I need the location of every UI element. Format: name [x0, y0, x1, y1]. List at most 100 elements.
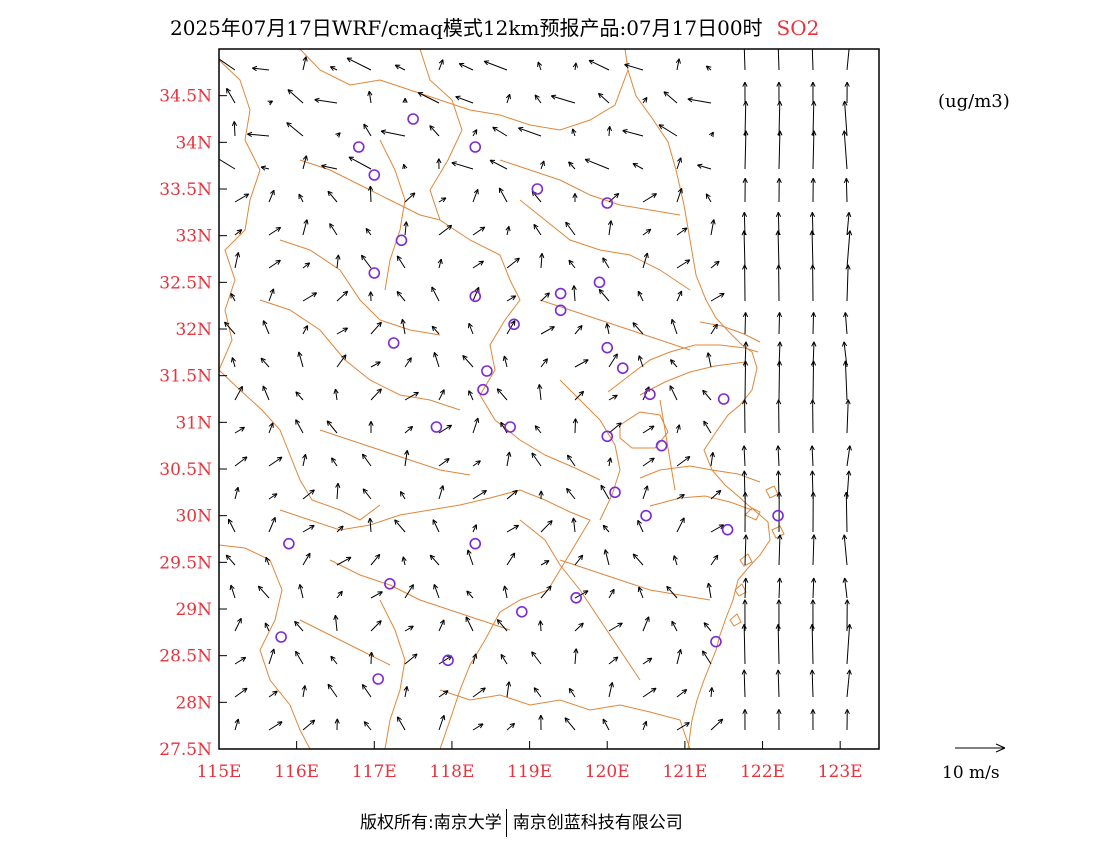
- wind-arrow: [709, 452, 715, 467]
- copyright: 版权所有:南京大学 南京创蓝科技有限公司: [360, 808, 683, 837]
- station-marker: [640, 509, 652, 522]
- wind-arrow: [500, 653, 508, 665]
- wind-arrow: [810, 491, 816, 533]
- wind-arrow: [810, 312, 817, 335]
- wind-arrow: [465, 616, 474, 632]
- wind-arrow: [361, 453, 372, 467]
- x-tick-label: 115E: [197, 762, 242, 782]
- wind-arrow: [505, 225, 511, 236]
- wind-arrow: [687, 97, 712, 104]
- wind-arrow: [466, 590, 474, 599]
- hangzhou-bay: [639, 465, 761, 483]
- wind-arrow: [438, 619, 445, 632]
- wind-arrow: [632, 553, 644, 566]
- wind-arrow: [370, 553, 381, 566]
- wind-arrow: [533, 687, 542, 698]
- wind-arrow: [571, 517, 577, 533]
- wind-arrow: [368, 420, 374, 434]
- y-tick-label: 29N: [175, 600, 212, 620]
- wind-arrow: [333, 388, 339, 401]
- wind-arrow: [472, 489, 487, 500]
- wind-arrow: [336, 590, 343, 599]
- wind-arrow: [506, 451, 512, 467]
- wind-arrow: [845, 399, 851, 434]
- boundary-anhui-henan: [219, 59, 261, 371]
- wind-arrow: [568, 161, 576, 170]
- vector-reference-head: [995, 743, 1006, 753]
- wind-arrow: [608, 353, 618, 368]
- station-marker: [601, 430, 614, 443]
- wind-arrow: [809, 230, 815, 269]
- station-marker: [384, 577, 396, 590]
- wind-arrow: [230, 292, 236, 302]
- wind-arrow: [336, 354, 347, 368]
- y-tick-label: 33N: [175, 227, 212, 247]
- boundary-anhui-jiangxi: [279, 489, 591, 531]
- wind-arrow: [642, 687, 657, 698]
- station-marker: [372, 673, 384, 685]
- monitoring-stations: [275, 113, 784, 685]
- wind-arrow: [666, 585, 678, 599]
- wind-arrow: [404, 653, 418, 665]
- wind-arrow: [809, 445, 815, 467]
- x-tick-label: 120E: [585, 762, 630, 782]
- wind-arrow: [705, 65, 712, 71]
- wind-arrow: [404, 192, 416, 203]
- wind-arrow: [776, 577, 783, 599]
- wind-arrow: [564, 717, 576, 731]
- wind-arrow: [642, 485, 649, 500]
- x-tick-label: 117E: [352, 762, 397, 782]
- county-line: [379, 599, 406, 749]
- wind-arrow: [776, 360, 783, 401]
- station-marker: [721, 523, 734, 536]
- wind-arrow: [402, 163, 408, 170]
- wind-arrow: [295, 419, 304, 434]
- wind-arrow: [584, 158, 610, 170]
- wind-arrow: [566, 454, 576, 467]
- wind-arrow: [642, 720, 648, 731]
- x-tick-label: 122E: [740, 762, 785, 782]
- wind-arrow: [268, 422, 274, 434]
- county-line: [599, 419, 621, 521]
- station-marker: [616, 362, 629, 375]
- wind-arrow: [472, 417, 480, 434]
- wind-arrow: [262, 385, 270, 401]
- wind-arrow: [368, 651, 374, 665]
- wind-arrow: [602, 524, 610, 533]
- wind-arrow: [710, 489, 722, 500]
- wind-arrow: [538, 714, 544, 731]
- wind-arrow: [843, 178, 850, 203]
- wind-arrow: [777, 130, 783, 170]
- wind-arrow: [268, 721, 283, 731]
- wind-arrow: [404, 450, 410, 467]
- station-marker: [710, 635, 722, 648]
- wind-arrow: [608, 682, 614, 698]
- wind-arrow: [219, 158, 236, 170]
- wind-arrow: [776, 312, 783, 335]
- wind-arrow: [742, 360, 749, 401]
- station-marker: [352, 141, 365, 153]
- wind-arrow: [302, 56, 308, 71]
- wind-arrow: [597, 92, 610, 104]
- wind-arrow: [268, 189, 275, 203]
- map-title: 2025年07月17日WRF/cmaq模式12km预报产品:07月17日00时 S…: [170, 12, 819, 41]
- wind-arrow: [336, 556, 352, 566]
- wind-arrow: [234, 193, 250, 203]
- wind-arrow: [234, 687, 248, 698]
- wind-arrow: [335, 132, 341, 138]
- county-line: [319, 429, 471, 476]
- county-line: [519, 199, 691, 291]
- station-marker: [601, 341, 614, 354]
- wind-arrow: [327, 190, 338, 203]
- wind-arrow: [329, 66, 338, 71]
- wind-arrow: [438, 690, 449, 698]
- wind-arrow: [608, 422, 622, 434]
- wind-arrow: [298, 193, 304, 203]
- x-tick-label: 121E: [662, 762, 707, 782]
- wind-arrow: [265, 556, 271, 566]
- county-line: [259, 299, 461, 411]
- wind-arrow: [572, 193, 578, 203]
- wind-arrow: [540, 358, 549, 368]
- wind-arrow: [842, 360, 849, 401]
- wind-arrow: [489, 159, 508, 170]
